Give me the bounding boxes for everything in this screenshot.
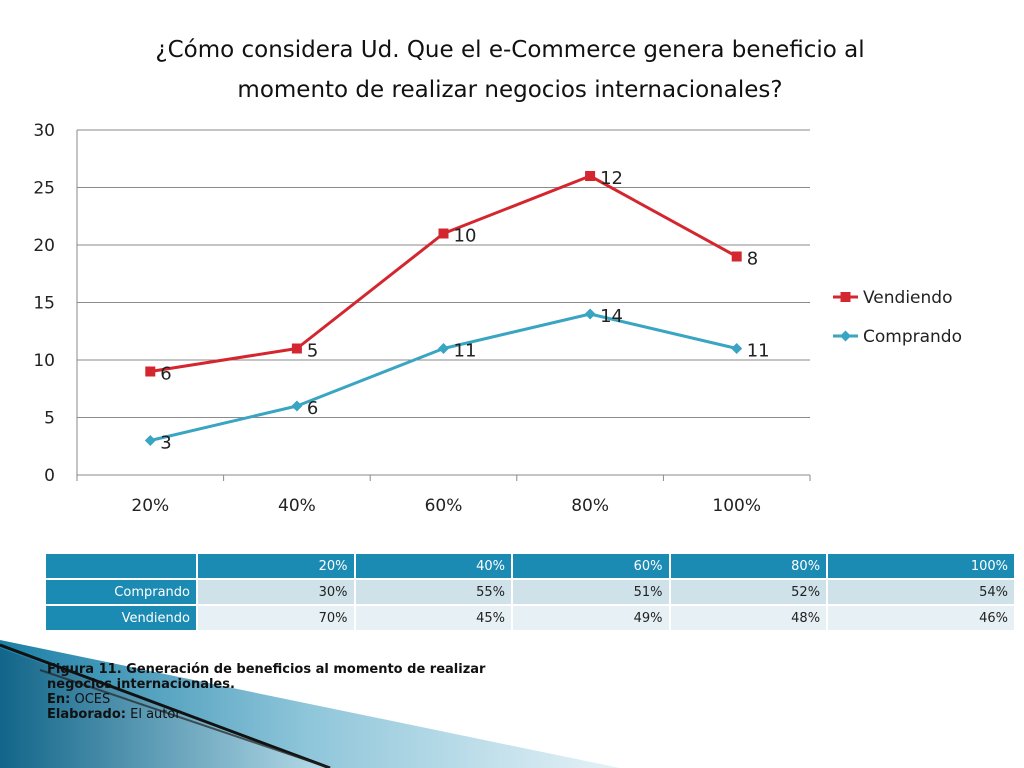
decorative-swoosh	[0, 640, 620, 768]
table-row: Vendiendo 70% 45% 49% 48% 46%	[44, 604, 1016, 632]
chart-title-line-1: ¿Cómo considera Ud. Que el e-Commerce ge…	[155, 37, 865, 63]
caption-source-label: En:	[47, 692, 71, 707]
y-tick-label: 10	[33, 351, 55, 371]
label-layer: 6 5 10 12 8 3 6 11 14 11	[160, 168, 769, 454]
data-point	[438, 343, 449, 354]
data-point	[585, 171, 596, 181]
table-cell: 45%	[353, 604, 514, 632]
table-cell: 52%	[668, 578, 829, 606]
table-cell: 48%	[668, 604, 829, 632]
y-tick-label: 30	[33, 121, 55, 141]
table-row-label: Vendiendo	[44, 604, 198, 632]
data-point	[291, 400, 303, 412]
caption-source-value: OCES	[74, 692, 111, 707]
table-header-cell: 60%	[511, 552, 671, 580]
grid-layer	[77, 129, 810, 476]
table-cell: 46%	[826, 604, 1016, 632]
data-label: 10	[454, 226, 477, 247]
data-point	[145, 366, 156, 377]
data-table: 20% 40% 60% 80% 100% Comprando 30% 55% 5…	[44, 552, 1016, 632]
data-label: 12	[600, 168, 623, 189]
table-cell: 30%	[196, 578, 356, 606]
legend-marker	[840, 292, 851, 302]
x-tick-label: 20%	[131, 496, 169, 516]
table-cell: 49%	[511, 604, 671, 632]
x-tick-label: 80%	[571, 496, 609, 516]
data-label: 11	[747, 341, 770, 362]
data-label: 3	[160, 433, 171, 454]
x-tick-label: 100%	[712, 496, 761, 516]
data-point	[438, 228, 449, 239]
data-point	[731, 343, 743, 354]
axis-layer: 0 5 10 15 20 25 30 20% 40% 60% 80% 100%	[33, 121, 811, 516]
data-label: 8	[747, 249, 758, 270]
chart-title: ¿Cómo considera Ud. Que el e-Commerce ge…	[60, 30, 960, 110]
y-tick-label: 5	[44, 409, 55, 429]
table-cell: 70%	[196, 604, 356, 632]
line-chart: 0 5 10 15 20 25 30 20% 40% 60% 80% 100% 6 5 10 12 8 3 6 11…	[33, 121, 962, 516]
legend-label: Comprando	[863, 327, 962, 347]
y-tick-label: 0	[44, 466, 55, 486]
table-cell: 54%	[826, 578, 1016, 606]
table-header-row: 20% 40% 60% 80% 100%	[44, 552, 1016, 580]
table-header-cell: 20%	[196, 552, 356, 580]
x-tick-label: 40%	[278, 496, 316, 516]
caption-author-label: Elaborado:	[47, 707, 126, 722]
data-label: 6	[307, 398, 318, 419]
table-cell: 51%	[511, 578, 671, 606]
data-label: 5	[307, 341, 318, 362]
data-label: 14	[600, 306, 623, 327]
y-tick-label: 25	[33, 179, 55, 199]
figure-caption: Figura 11. Generación de beneficios al m…	[47, 662, 507, 722]
x-tick-label: 60%	[425, 496, 463, 516]
chart-title-line-2: momento de realizar negocios internacion…	[237, 77, 783, 103]
table-header-cell: 80%	[668, 552, 829, 580]
data-point	[584, 308, 596, 320]
table-header-cell: 40%	[353, 552, 514, 580]
data-label: 11	[454, 341, 477, 362]
data-point	[144, 435, 156, 446]
caption-figure-text: Figura 11. Generación de beneficios al m…	[47, 662, 486, 692]
table-row-label: Comprando	[44, 578, 198, 606]
table-cell: 55%	[353, 578, 514, 606]
caption-author-value: El autor	[130, 707, 181, 722]
y-tick-label: 20	[33, 236, 55, 256]
data-point	[291, 343, 302, 354]
series-layer	[144, 171, 743, 446]
legend-marker	[840, 330, 851, 342]
table-row: Comprando 30% 55% 51% 52% 54%	[44, 578, 1016, 606]
series-line-vendiendo	[150, 174, 738, 373]
legend: Vendiendo Comprando	[833, 288, 962, 347]
table-header-cell: 100%	[826, 552, 1016, 580]
legend-label: Vendiendo	[863, 288, 952, 308]
data-point	[731, 251, 742, 262]
series-line-comprando	[149, 312, 738, 442]
table-corner-cell	[44, 552, 198, 580]
data-label: 6	[160, 364, 171, 385]
y-tick-label: 15	[33, 294, 55, 314]
